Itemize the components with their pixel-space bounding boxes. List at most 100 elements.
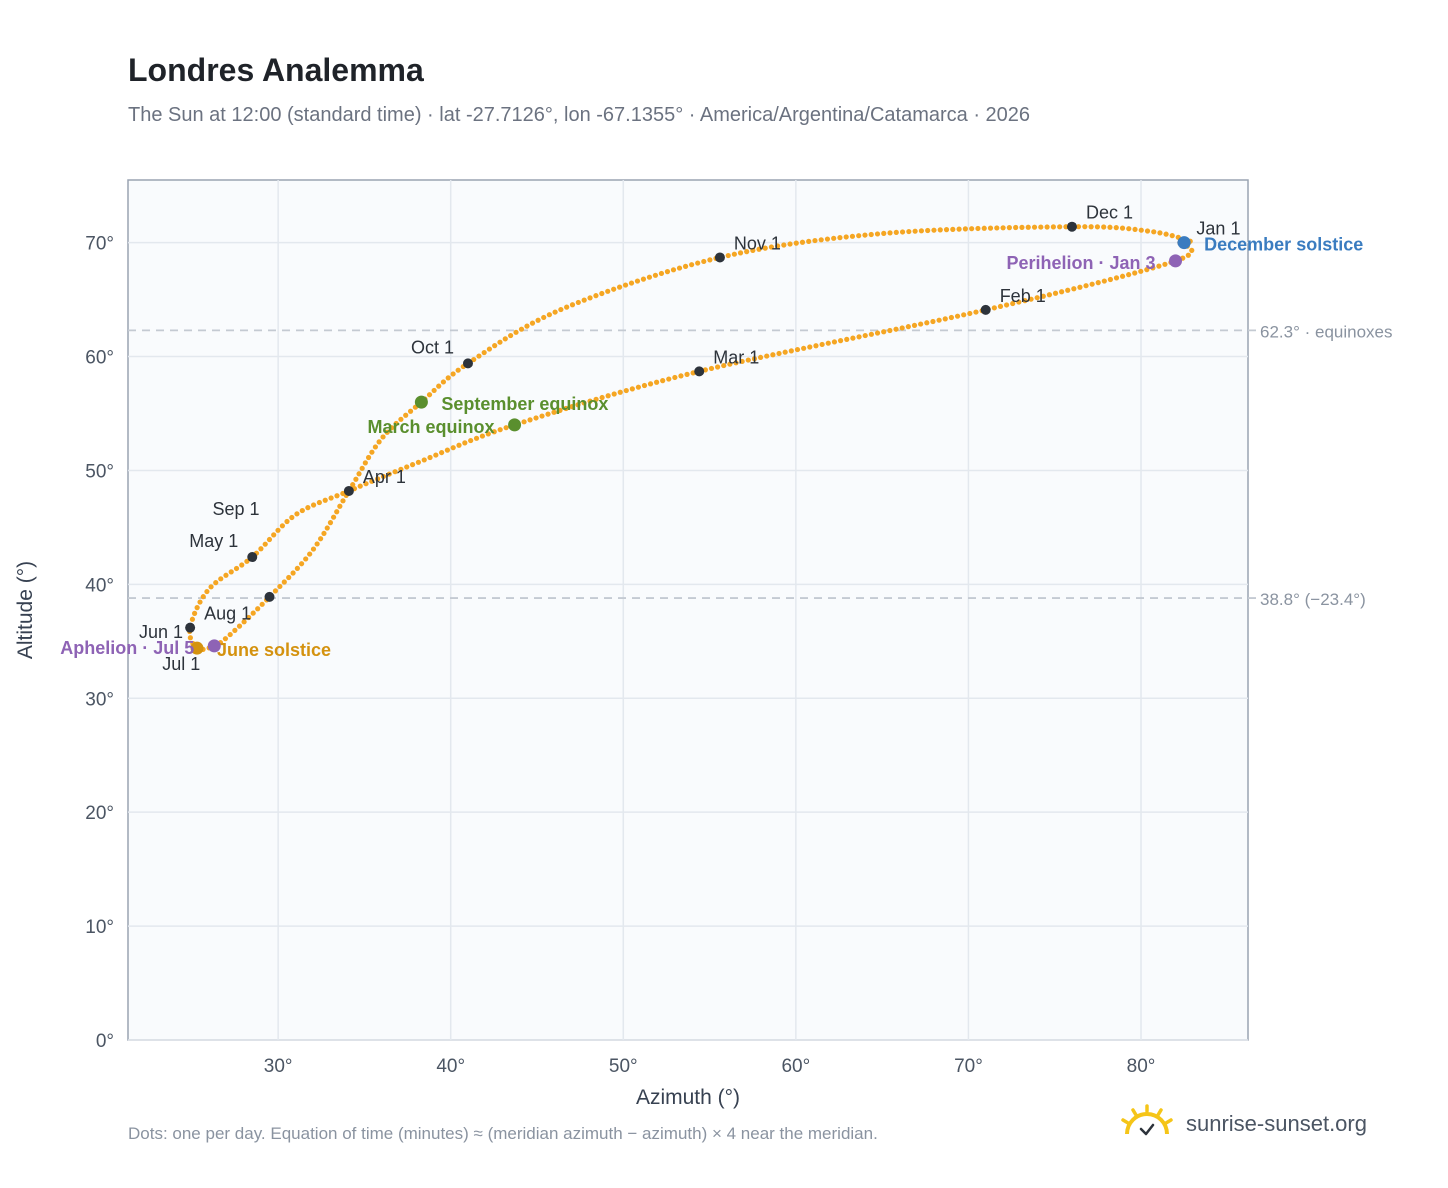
x-tick-label: 70°: [954, 1056, 983, 1077]
daily-sun-dot: [831, 235, 837, 241]
daily-sun-dot: [825, 340, 831, 346]
daily-sun-dot: [281, 579, 287, 585]
daily-sun-dot: [819, 341, 825, 348]
daily-sun-dot: [204, 588, 210, 595]
daily-sun-dot: [239, 562, 245, 568]
daily-sun-dot: [376, 439, 382, 445]
daily-sun-dot: [236, 623, 243, 629]
daily-sun-dot: [330, 514, 337, 520]
daily-sun-dot: [407, 408, 414, 414]
daily-sun-dot: [844, 336, 850, 342]
daily-sun-dot: [392, 469, 398, 475]
daily-sun-dot: [350, 482, 356, 488]
daily-sun-dot: [948, 314, 955, 321]
daily-sun-dot: [837, 338, 844, 344]
daily-sun-dot: [887, 327, 893, 334]
daily-sun-dot: [660, 378, 666, 384]
month-label: May 1: [189, 531, 238, 551]
daily-sun-dot: [222, 636, 229, 642]
daily-sun-dot: [353, 476, 359, 482]
daily-sun-dot: [715, 364, 721, 370]
month-label: Jun 1: [139, 622, 183, 642]
daily-sun-dot: [426, 392, 433, 398]
month-label: Jan 1: [1196, 219, 1240, 239]
daily-sun-dot: [456, 442, 462, 448]
event-label: September equinox: [441, 394, 608, 414]
daily-sun-dot: [575, 402, 581, 408]
daily-sun-dot: [640, 276, 647, 282]
daily-sun-dot: [445, 375, 451, 381]
daily-sun-dot: [605, 288, 611, 294]
daily-sun-dot: [831, 339, 838, 345]
daily-sun-dot: [781, 242, 787, 248]
daily-sun-dot: [1046, 292, 1053, 298]
y-tick-label: 50°: [85, 461, 114, 482]
daily-sun-dot: [1031, 224, 1038, 230]
daily-sun-dot: [298, 561, 305, 567]
daily-sun-dot: [310, 502, 317, 508]
daily-sun-dot: [689, 262, 695, 268]
chart-title: Londres Analemma: [128, 52, 424, 88]
daily-sun-dot: [605, 393, 611, 399]
daily-sun-dot: [1059, 289, 1065, 295]
daily-sun-dot: [450, 445, 456, 451]
daily-sun-dot: [1038, 224, 1044, 230]
daily-sun-dot: [727, 361, 733, 367]
daily-sun-dot: [513, 329, 519, 335]
daily-sun-dot: [954, 313, 961, 319]
event-markers: December solstice Perihelion · Jan 3 Septe…: [60, 235, 1363, 661]
event-label: Perihelion · Jan 3: [1006, 253, 1155, 273]
daily-sun-dot: [942, 316, 948, 322]
daily-sun-dot: [899, 325, 905, 331]
daily-sun-dot: [492, 343, 498, 349]
daily-sun-dot: [587, 295, 593, 301]
daily-sun-dot: [546, 312, 552, 318]
month-label: Oct 1: [411, 337, 454, 357]
daily-sun-dot: [1016, 299, 1022, 305]
daily-sun-dot: [1119, 273, 1126, 279]
daily-sun-dot: [1157, 230, 1163, 236]
daily-sun-dot: [806, 238, 812, 244]
daily-sun-dot: [967, 310, 973, 317]
daily-sun-dot: [439, 449, 445, 456]
daily-sun-dot: [739, 358, 745, 365]
daily-sun-dot: [628, 280, 635, 286]
axis-ticks: 30° 40° 50° 60° 70° 80° 0° 10° 20° 30° 40° 50° 60° 70…: [85, 234, 1155, 1077]
brand-logo[interactable]: sunrise-sunset.org: [1120, 1100, 1367, 1148]
daily-sun-dot: [194, 605, 200, 611]
daily-sun-dot: [294, 565, 300, 571]
event-marker: [508, 418, 522, 432]
daily-sun-dot: [684, 371, 690, 377]
daily-sun-dot: [491, 429, 497, 435]
daily-sun-dot: [233, 565, 240, 572]
daily-sun-dot: [321, 530, 327, 537]
daily-sun-dot: [433, 452, 439, 458]
daily-sun-dot: [1169, 233, 1175, 239]
daily-sun-dot: [937, 227, 943, 233]
daily-sun-dot: [1010, 300, 1016, 307]
daily-sun-dot: [479, 433, 486, 439]
daily-sun-dot: [962, 226, 968, 232]
daily-sun-dot: [1044, 224, 1050, 230]
daily-sun-dot: [905, 324, 911, 330]
daily-sun-dot: [255, 606, 261, 612]
daily-sun-dot: [1101, 278, 1107, 284]
daily-sun-dot: [369, 449, 375, 455]
y-tick-label: 60°: [85, 348, 114, 369]
daily-sun-dot: [502, 336, 508, 342]
daily-sun-dot: [899, 229, 906, 235]
daily-sun-dot: [725, 252, 731, 259]
daily-sun-dot: [1150, 265, 1156, 271]
daily-sun-dot: [307, 551, 313, 557]
daily-sun-dot: [682, 263, 689, 269]
daily-sun-dot: [365, 454, 372, 461]
daily-sun-dot: [421, 457, 427, 463]
daily-sun-dot: [611, 391, 617, 397]
daily-sun-dot: [503, 425, 509, 431]
daily-sun-dot: [776, 350, 782, 357]
daily-sun-dot: [987, 225, 994, 231]
daily-sun-dot: [1089, 281, 1095, 287]
daily-sun-dot: [751, 356, 758, 362]
daily-sun-dot: [622, 282, 629, 288]
y-tick-label: 10°: [85, 917, 114, 938]
